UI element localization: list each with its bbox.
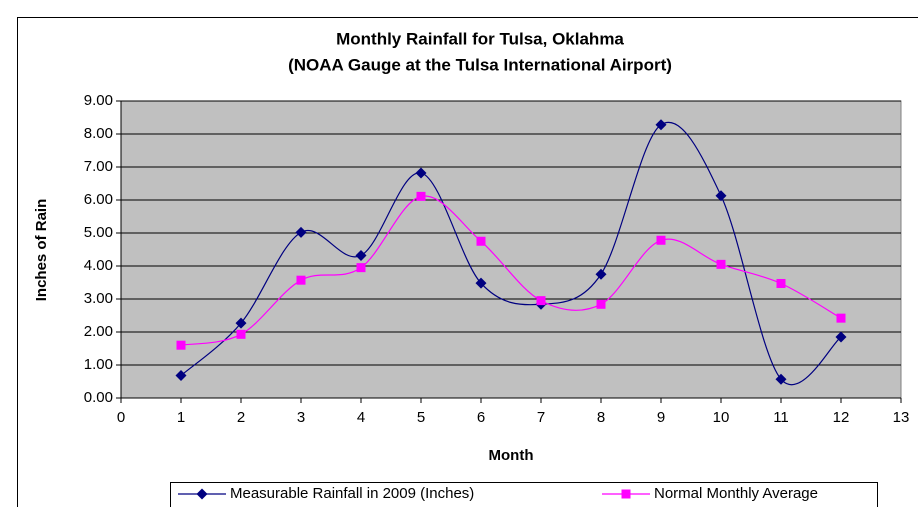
marker bbox=[356, 263, 366, 273]
marker bbox=[716, 259, 726, 269]
marker bbox=[776, 278, 786, 288]
y-tick-label: 6.00 bbox=[84, 191, 113, 208]
legend: Measurable Rainfall in 2009 (Inches) Norm… bbox=[170, 482, 878, 507]
legend-marker bbox=[621, 489, 631, 499]
marker bbox=[595, 268, 607, 280]
x-tick-label: 4 bbox=[357, 409, 365, 426]
y-tick-label: 4.00 bbox=[84, 257, 113, 274]
y-tick-label: 5.00 bbox=[84, 224, 113, 241]
y-tick-label: 3.00 bbox=[84, 290, 113, 307]
marker bbox=[176, 340, 186, 350]
marker bbox=[295, 226, 307, 238]
x-tick-label: 2 bbox=[237, 409, 245, 426]
marker bbox=[475, 277, 487, 289]
x-tick-label: 3 bbox=[297, 409, 305, 426]
legend-label: Normal Monthly Average bbox=[654, 485, 818, 502]
x-tick-label: 12 bbox=[833, 409, 850, 426]
y-tick-label: 8.00 bbox=[84, 125, 113, 142]
marker bbox=[715, 190, 727, 202]
marker bbox=[835, 331, 847, 343]
x-axis-label: Month bbox=[489, 447, 534, 464]
legend-box bbox=[170, 482, 878, 507]
y-tick-label: 1.00 bbox=[84, 356, 113, 373]
x-tick-label: 13 bbox=[893, 409, 910, 426]
chart-title: Monthly Rainfall for Tulsa, Oklahma bbox=[336, 29, 624, 48]
plot-area bbox=[120, 100, 902, 399]
marker bbox=[235, 317, 247, 329]
chart-subtitle: (NOAA Gauge at the Tulsa International A… bbox=[288, 55, 672, 74]
x-tick-label: 1 bbox=[177, 409, 185, 426]
y-tick-label: 9.00 bbox=[84, 92, 113, 109]
y-tick-label: 0.00 bbox=[84, 389, 113, 406]
marker bbox=[775, 373, 787, 385]
marker bbox=[836, 313, 846, 323]
marker bbox=[536, 296, 546, 306]
marker bbox=[296, 275, 306, 285]
x-tick-label: 8 bbox=[597, 409, 605, 426]
x-tick-label: 6 bbox=[477, 409, 485, 426]
x-tick-label: 10 bbox=[713, 409, 730, 426]
marker bbox=[476, 236, 486, 246]
marker bbox=[655, 119, 667, 131]
x-tick-label: 0 bbox=[117, 409, 125, 426]
x-tick-label: 11 bbox=[773, 409, 789, 426]
x-tick-label: 7 bbox=[537, 409, 545, 426]
marker bbox=[416, 191, 426, 201]
marker bbox=[175, 370, 187, 382]
marker bbox=[355, 249, 367, 261]
legend-marker bbox=[196, 488, 208, 500]
marker bbox=[656, 235, 666, 245]
marker bbox=[236, 329, 246, 339]
marker bbox=[415, 167, 427, 179]
x-tick-label: 5 bbox=[417, 409, 425, 426]
marker bbox=[596, 299, 606, 309]
y-tick-label: 7.00 bbox=[84, 158, 113, 175]
y-axis-label: Inches of Rain bbox=[33, 199, 50, 302]
legend-label: Measurable Rainfall in 2009 (Inches) bbox=[230, 485, 474, 502]
y-tick-label: 2.00 bbox=[84, 323, 113, 340]
x-tick-label: 9 bbox=[657, 409, 665, 426]
